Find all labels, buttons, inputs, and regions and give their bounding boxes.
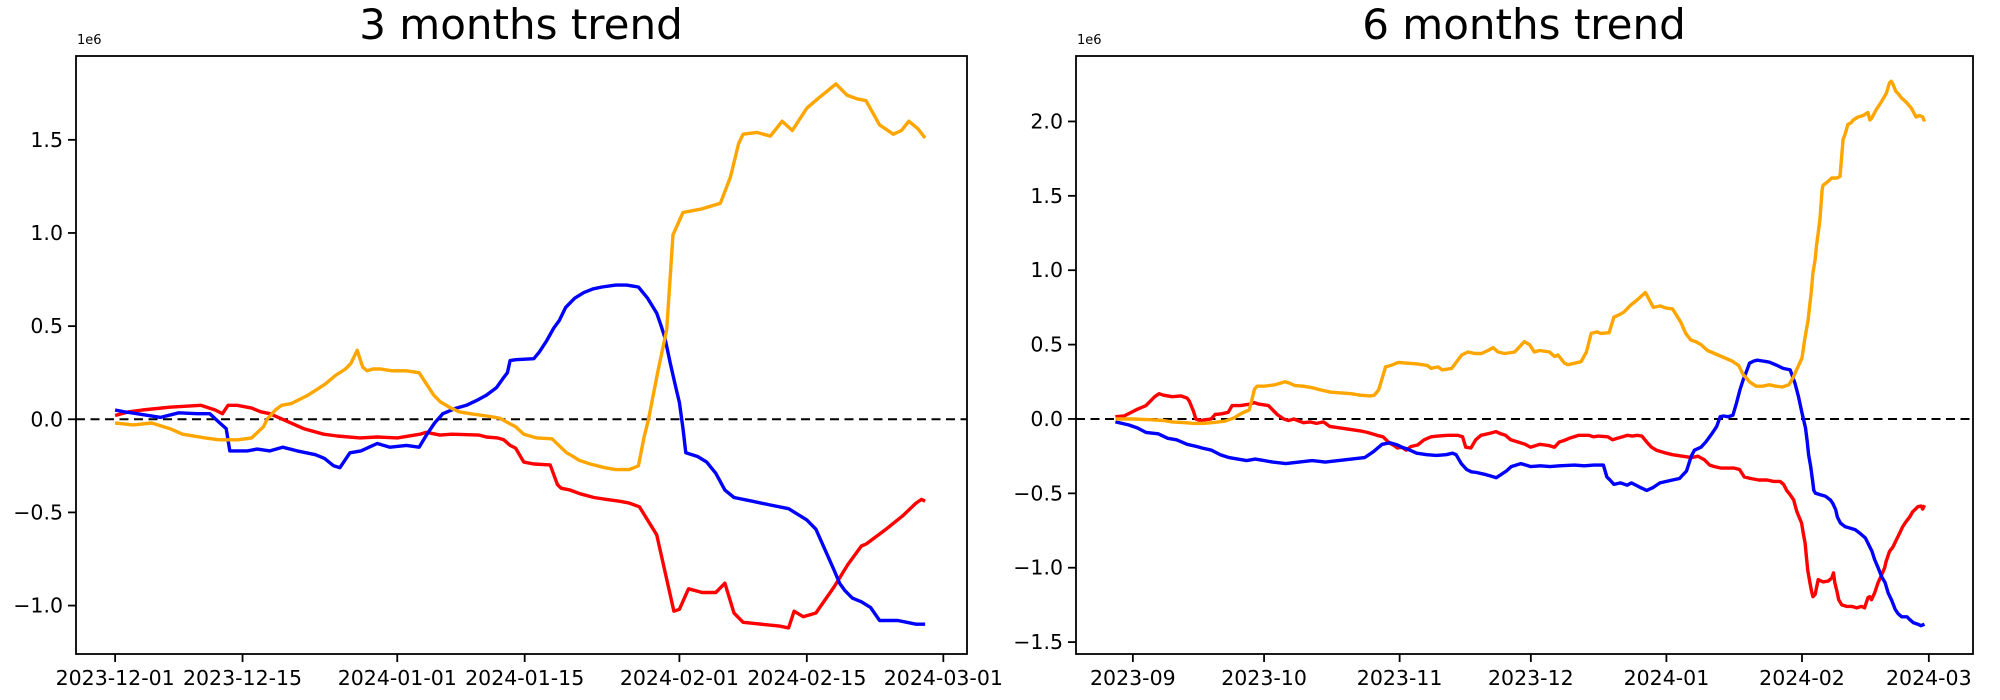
trend-line-blue (1115, 358, 1926, 628)
x-tick-label: 2023-12-01 (56, 666, 175, 690)
plot-border (75, 55, 968, 655)
y-tick-label: 1.0 (1030, 258, 1063, 282)
x-tick-label: 2024-01-01 (338, 666, 457, 690)
x-tick-label: 2023-12-15 (183, 666, 302, 690)
x-tick-label: 2023-12 (1488, 666, 1574, 690)
y-tick-label: −1.5 (1013, 630, 1063, 654)
y-tick-label: −0.5 (13, 500, 63, 524)
left-chart-title: 3 months trend (359, 0, 683, 49)
x-tick-label: 2023-09 (1090, 666, 1176, 690)
y-tick-label: 2.0 (1030, 109, 1063, 133)
x-tick-label: 2023-10 (1221, 666, 1307, 690)
x-tick-label: 2024-01-15 (465, 666, 584, 690)
right-chart-title: 6 months trend (1362, 0, 1686, 49)
trend-line-red (1115, 392, 1927, 610)
y-tick-label: −0.5 (1013, 481, 1063, 505)
y-tick-label: 1.0 (30, 221, 63, 245)
x-tick-label: 2024-01 (1624, 666, 1710, 690)
y-tick-label: 0.0 (30, 407, 63, 431)
chart-1: 2023-09 2023-10 2023-11 2023-12 2024-01 2024-… (1013, 55, 1974, 690)
y-tick-label: −1.0 (1013, 556, 1063, 580)
y-tick-label: 0.5 (1030, 333, 1063, 357)
right-y-axis-exponent-label: 1e6 (1077, 33, 1102, 48)
x-tick-label: 2024-03-01 (884, 666, 1003, 690)
plot-border (1075, 55, 1974, 655)
y-tick-label: 1.5 (30, 128, 63, 152)
trend-line-blue (114, 283, 926, 626)
y-tick-label: 0.5 (30, 314, 63, 338)
y-tick-label: 0.0 (1030, 407, 1063, 431)
x-tick-label: 2024-02 (1759, 666, 1845, 690)
trend-line-orange (114, 82, 927, 472)
x-tick-label: 2024-03 (1886, 666, 1972, 690)
y-tick-label: −1.0 (13, 594, 63, 618)
y-tick-label: 1.5 (1030, 184, 1063, 208)
trend-line-orange (1115, 79, 1927, 426)
left-y-axis-exponent-label: 1e6 (77, 33, 102, 48)
x-tick-label: 2023-11 (1357, 666, 1443, 690)
x-tick-label: 2024-02-15 (747, 666, 866, 690)
chart-0: 2023-12-01 2023-12-15 2024-01-01 2024-01-15… (13, 55, 1003, 690)
x-tick-label: 2024-02-01 (620, 666, 739, 690)
